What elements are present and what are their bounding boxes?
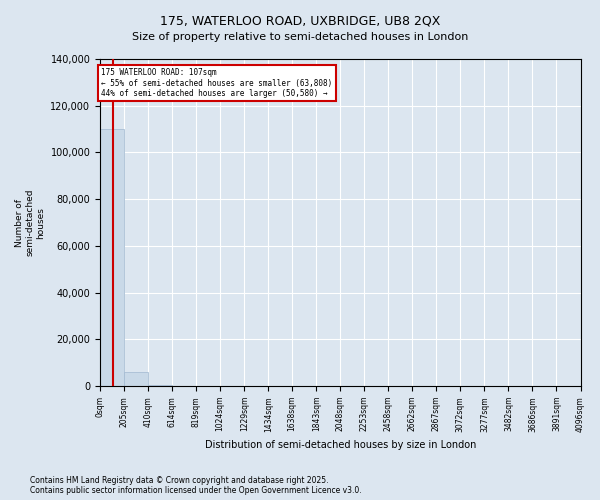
Bar <box>100 129 124 386</box>
X-axis label: Distribution of semi-detached houses by size in London: Distribution of semi-detached houses by … <box>205 440 476 450</box>
Bar <box>148 385 172 386</box>
Text: Contains HM Land Registry data © Crown copyright and database right 2025.
Contai: Contains HM Land Registry data © Crown c… <box>30 476 362 495</box>
Y-axis label: Number of
semi-detached
houses: Number of semi-detached houses <box>15 189 45 256</box>
Text: Size of property relative to semi-detached houses in London: Size of property relative to semi-detach… <box>132 32 468 42</box>
Text: 175, WATERLOO ROAD, UXBRIDGE, UB8 2QX: 175, WATERLOO ROAD, UXBRIDGE, UB8 2QX <box>160 15 440 28</box>
Text: 175 WATERLOO ROAD: 107sqm
← 55% of semi-detached houses are smaller (63,808)
44%: 175 WATERLOO ROAD: 107sqm ← 55% of semi-… <box>101 68 332 98</box>
Bar <box>124 372 148 386</box>
